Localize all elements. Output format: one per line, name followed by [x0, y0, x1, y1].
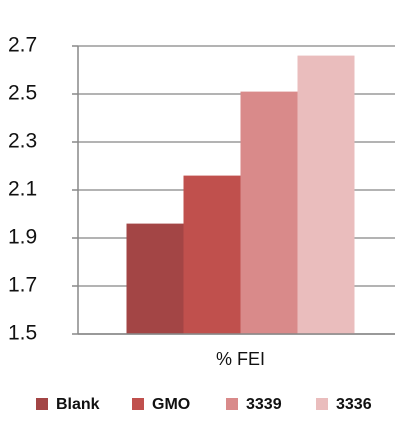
- legend-label: Blank: [56, 396, 100, 413]
- bar: [183, 175, 241, 334]
- x-tick-label: % FEI: [216, 349, 265, 369]
- bar: [297, 55, 355, 334]
- y-tick-label: 2.1: [8, 178, 37, 201]
- y-tick-label: 1.7: [8, 274, 37, 297]
- legend-swatch: [36, 398, 48, 410]
- y-tick-label: 1.9: [8, 226, 37, 249]
- legend-label: 3339: [246, 396, 282, 413]
- legend-label: 3336: [336, 396, 372, 413]
- legend-label: GMO: [152, 396, 190, 413]
- y-tick-label: 2.5: [8, 82, 37, 105]
- legend-swatch: [316, 398, 328, 410]
- y-tick-label: 2.7: [8, 34, 37, 57]
- bar: [126, 223, 184, 334]
- legend-swatch: [226, 398, 238, 410]
- legend-swatch: [132, 398, 144, 410]
- y-tick-label: 2.3: [8, 130, 37, 153]
- y-tick-label: 1.5: [8, 322, 37, 345]
- bar: [240, 91, 298, 334]
